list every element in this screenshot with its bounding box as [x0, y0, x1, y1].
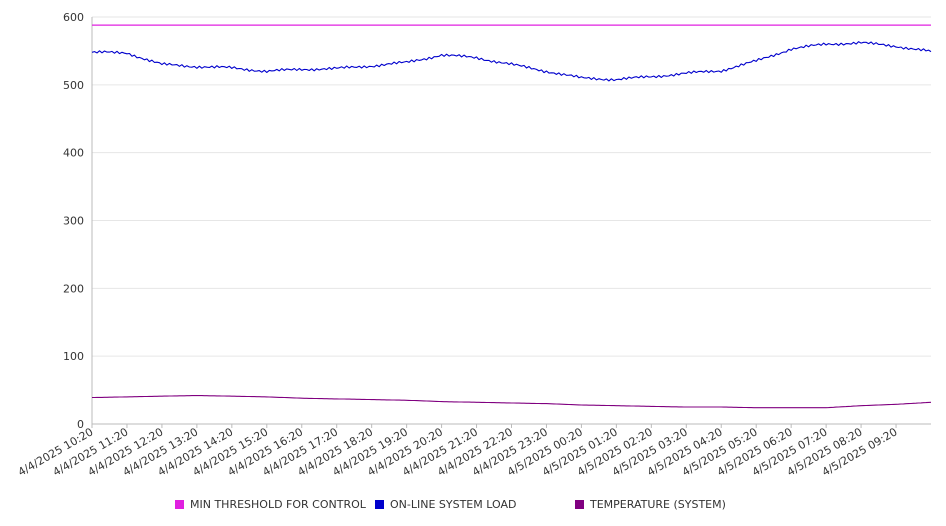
- y-axis-tick-labels: 0 100 200 300 400 500 600: [63, 11, 84, 431]
- gridlines: [92, 16, 931, 425]
- y-tick-label: 300: [63, 215, 84, 228]
- y-tick-label: 200: [63, 282, 84, 295]
- series-lines: [91, 24, 932, 409]
- legend-item: MIN THRESHOLD FOR CONTROL: [175, 498, 366, 511]
- legend-label: ON-LINE SYSTEM LOAD: [390, 498, 517, 511]
- legend-swatch: [575, 500, 584, 509]
- x-axis-tick-labels: 4/4/2025 10:204/4/2025 11:204/4/2025 12:…: [16, 425, 900, 479]
- y-tick-label: 500: [63, 79, 84, 92]
- axes: [91, 17, 931, 428]
- legend-item: ON-LINE SYSTEM LOAD: [375, 498, 516, 511]
- legend-item: TEMPERATURE (SYSTEM): [575, 498, 726, 511]
- legend-label: TEMPERATURE (SYSTEM): [590, 498, 726, 511]
- y-tick-label: 600: [63, 11, 84, 24]
- legend-swatch: [375, 500, 384, 509]
- y-tick-label: 100: [63, 350, 84, 363]
- y-tick-label: 0: [77, 418, 84, 431]
- chart-legend: MIN THRESHOLD FOR CONTROL ON-LINE SYSTEM …: [0, 498, 946, 514]
- series-line-on-line-system-load: [91, 41, 932, 82]
- legend-label: MIN THRESHOLD FOR CONTROL: [190, 498, 366, 511]
- series-line-temperature-system: [92, 394, 932, 409]
- y-tick-label: 400: [63, 147, 84, 160]
- legend-swatch: [175, 500, 184, 509]
